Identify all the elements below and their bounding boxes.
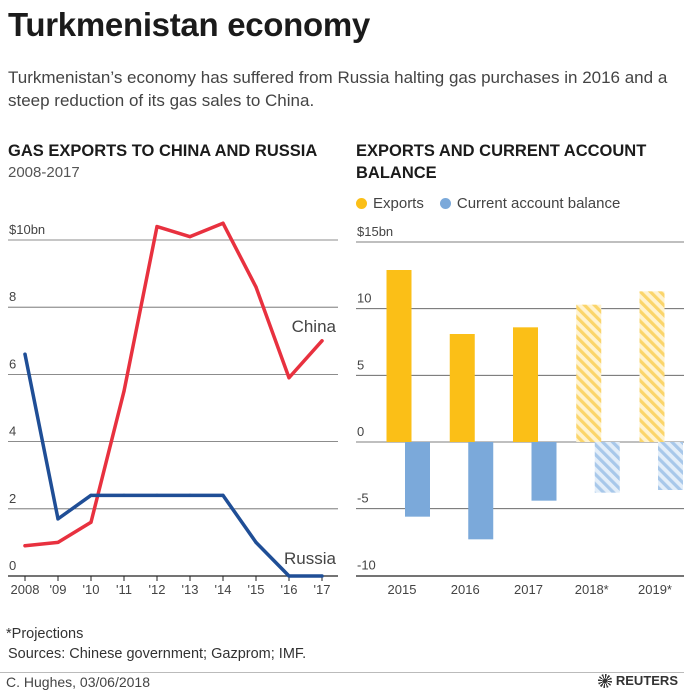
gas-chart-title: GAS EXPORTS TO CHINA AND RUSSIA: [8, 142, 318, 160]
exports-bar: [639, 291, 665, 442]
series-line-russia: [23, 352, 324, 578]
exports-chart-title: EXPORTS AND CURRENT ACCOUNT BALANCE: [356, 142, 647, 182]
chart-legend: Exports Current account balance: [356, 195, 630, 212]
data-point-russia: [122, 493, 126, 497]
bar-y-tick-label: 0: [357, 424, 364, 439]
data-point-china: [287, 376, 291, 380]
gas-x-tick-label: '10: [83, 582, 100, 597]
exports-bar: [386, 270, 412, 442]
data-point-russia: [188, 493, 192, 497]
current-account-bar: [594, 442, 620, 493]
gas-x-tick-label: '14: [215, 582, 232, 597]
bar-x-tick-label: 2016: [451, 582, 480, 597]
current-account-bar: [531, 442, 557, 501]
legend-label-current-account: Current account balance: [456, 195, 621, 212]
bar-y-tick-label: 5: [357, 357, 364, 372]
data-point-china: [89, 520, 93, 524]
gas-y-tick-label: $10bn: [9, 222, 45, 237]
data-point-china: [221, 221, 225, 225]
series-line-china: [23, 221, 324, 548]
bar-y-tick-label: -10: [357, 557, 376, 572]
gas-x-tick-label: '11: [116, 582, 132, 597]
legend-swatch-current-account: [439, 198, 451, 209]
bar-x-tick-label: 2019*: [638, 582, 672, 597]
bar-y-tick-label: 10: [357, 291, 371, 306]
legend-label-exports: Exports: [373, 195, 424, 212]
gas-exports-line-chart: 0 2 4 6 8 $10bn 2008 '09 '10 '11 '12 '13 '14 '15 '16 '1…: [8, 221, 338, 597]
graphic-credit: C. Hughes, 03/06/2018: [6, 674, 150, 690]
projections-note: *Projections: [6, 626, 84, 642]
footer-divider: [0, 672, 684, 673]
gas-chart-subtitle: 2008-2017: [8, 164, 80, 181]
data-point-russia: [89, 493, 93, 497]
footnotes: *Projections Sources: Chinese government…: [6, 624, 306, 664]
bar-y-tick-label: $15bn: [357, 224, 393, 239]
data-point-russia: [23, 352, 27, 356]
current-account-bar: [658, 442, 683, 490]
gas-y-tick-label: 8: [9, 289, 16, 304]
bar-x-tick-label: 2017: [514, 582, 543, 597]
bar-y-tick-label: -5: [357, 491, 369, 506]
exports-bar: [576, 304, 602, 442]
data-point-china: [155, 224, 159, 229]
data-point-russia: [287, 574, 291, 578]
reuters-logo: REUTERS: [597, 673, 678, 688]
data-point-russia: [56, 517, 60, 521]
bar-x-tick-label: 2015: [388, 582, 417, 597]
data-point-china: [23, 544, 27, 548]
data-point-china: [320, 339, 324, 343]
series-label-russia: Russia: [284, 549, 337, 568]
brand-text: REUTERS: [615, 673, 678, 688]
current-account-bar: [468, 442, 494, 540]
gas-x-tick-label: '17: [314, 582, 331, 597]
current-account-bar: [405, 442, 430, 517]
gas-y-tick-label: 6: [9, 356, 16, 371]
exports-bar: [449, 334, 475, 442]
legend-item-exports: Exports: [356, 195, 424, 212]
gas-x-tick-label: '15: [248, 582, 265, 597]
page-title: Turkmenistan economy: [8, 6, 370, 43]
data-point-china: [254, 285, 258, 289]
exports-bar-chart: -10 -5 0 5 10 $15bn 2015 2016 2017 2018* 2019*: [356, 224, 684, 597]
reuters-logo-icon: [597, 673, 612, 688]
gas-x-tick-label: '16: [281, 582, 298, 597]
data-point-russia: [254, 540, 258, 545]
sources-note: Sources: Chinese government; Gazprom; IM…: [8, 646, 307, 662]
legend-item-current-account: Current account balance: [439, 195, 621, 212]
gas-x-tick-label: '09: [50, 582, 67, 597]
data-point-russia: [320, 574, 324, 578]
data-point-china: [122, 389, 126, 393]
gas-x-tick-label: '12: [149, 582, 166, 597]
gas-y-tick-label: 2: [9, 491, 16, 506]
page-subtitle: Turkmenistan’s economy has suffered from…: [8, 68, 668, 110]
gas-x-tick-label: '13: [182, 582, 199, 597]
legend-swatch-exports: [356, 198, 367, 209]
exports-bar: [513, 327, 538, 442]
data-point-russia: [221, 493, 225, 497]
gas-y-tick-label: 0: [9, 558, 16, 573]
data-point-china: [188, 235, 192, 239]
data-point-russia: [155, 493, 159, 497]
series-label-china: China: [292, 317, 337, 336]
gas-y-tick-label: 4: [9, 424, 16, 439]
bar-x-tick-label: 2018*: [575, 582, 609, 597]
gas-x-tick-label: 2008: [11, 582, 40, 597]
data-point-china: [56, 540, 60, 545]
